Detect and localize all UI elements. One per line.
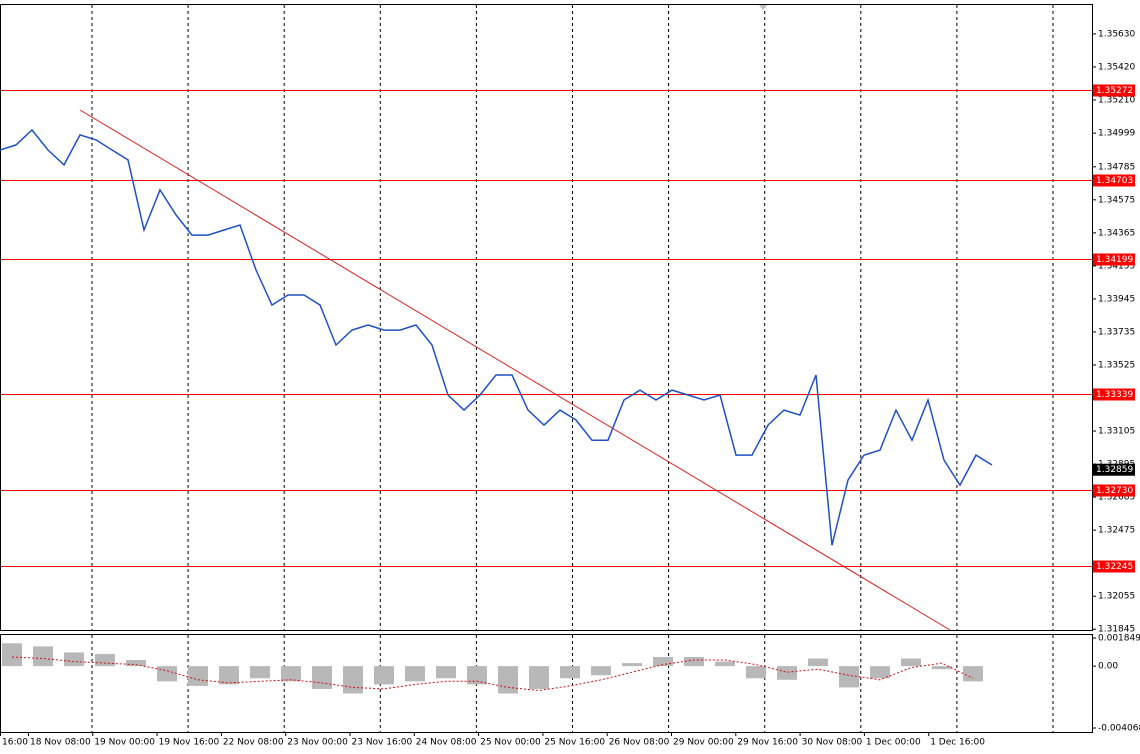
y-tick-label: 1.33735 (1098, 327, 1135, 337)
y-tick-label: 1.32055 (1098, 592, 1135, 602)
x-tick-label: 25 Nov 00:00 (480, 738, 541, 748)
price-pane (0, 4, 1093, 631)
osc-bar (901, 658, 921, 667)
osc-bar (808, 658, 828, 667)
level-label: 1.33339 (1096, 390, 1133, 400)
osc-bar (188, 666, 208, 686)
osc-bar (777, 666, 797, 680)
osc-bar (436, 666, 456, 679)
current-price-box (1093, 463, 1135, 476)
signal-line (11, 656, 974, 692)
level-label: 1.32730 (1096, 486, 1133, 496)
y-tick-label: 1.32685 (1098, 493, 1135, 503)
osc-bar (467, 666, 487, 685)
y-tick-label: 1.35630 (1098, 29, 1135, 39)
y-tick-label: 1.34155 (1098, 261, 1135, 271)
level-label: 1.34199 (1096, 255, 1133, 265)
osc-bar (405, 666, 425, 682)
x-tick-label: 19 Nov 00:00 (94, 738, 155, 748)
x-tick-label: 1 Dec 16:00 (930, 738, 985, 748)
y-tick-label: 1.34575 (1098, 195, 1135, 205)
level-label-box (1093, 253, 1135, 266)
x-tick-label: 1 Dec 00:00 (866, 738, 921, 748)
osc-bar (839, 666, 859, 688)
vertical-grid (91, 5, 1054, 732)
y-tick-label: 1.33105 (1098, 427, 1135, 437)
x-tick-label: 22 Nov 08:00 (223, 738, 284, 748)
x-tick-label: 29 Nov 16:00 (737, 738, 798, 748)
y-tick-label: 1.34999 (1098, 129, 1135, 139)
osc-bar (622, 663, 642, 667)
osc-bar (250, 666, 270, 679)
osc-bar (653, 656, 673, 667)
osc-bar (219, 666, 239, 685)
osc-bar (95, 653, 115, 667)
x-tick-label: 30 Nov 08:00 (802, 738, 863, 748)
x-tick-label: 25 Nov 16:00 (544, 738, 605, 748)
osc-bar (963, 666, 983, 682)
x-tick-label: 26 Nov 08:00 (609, 738, 670, 748)
x-tick-label: 23 Nov 16:00 (352, 738, 413, 748)
x-tick-label: 16:00 (2, 738, 28, 748)
osc-bar (374, 666, 394, 685)
x-tick-label: 24 Nov 08:00 (416, 738, 477, 748)
level-label-box (1093, 84, 1135, 97)
osc-bar (33, 646, 53, 667)
y-tick-label: 1.33525 (1098, 360, 1135, 370)
osc-bar (684, 656, 704, 667)
osc-bar (746, 666, 766, 679)
y-tick-label: 1.35210 (1098, 95, 1135, 105)
level-label-box (1093, 484, 1135, 497)
y-tick-label: -0.004068 (1098, 724, 1140, 734)
x-tick-label: 29 Nov 00:00 (673, 738, 734, 748)
trend-line (79, 109, 951, 631)
osc-bar (281, 666, 301, 682)
osc-bar (870, 666, 890, 679)
osc-bar (126, 660, 146, 667)
osc-bar (157, 666, 177, 682)
y-tick-label: 0.00 (1098, 662, 1118, 672)
x-tick-label: 23 Nov 00:00 (287, 738, 348, 748)
osc-bar (932, 666, 952, 670)
price-line (0, 128, 993, 546)
y-tick-label: 1.32475 (1098, 526, 1135, 536)
level-label-box (1093, 560, 1135, 573)
y-tick-label: 1.31845 (1098, 625, 1135, 635)
osc-bar (591, 666, 611, 676)
osc-bar (560, 666, 580, 679)
x-tick-label: 19 Nov 16:00 (159, 738, 220, 748)
y-tick-label: 1.33945 (1098, 294, 1135, 304)
y-tick-label: 1.34365 (1098, 228, 1135, 238)
level-label-box (1093, 174, 1135, 187)
osc-bar (715, 661, 735, 667)
current-price-label: 1.32859 (1096, 465, 1133, 475)
y-tick-label: 1.35420 (1098, 62, 1135, 72)
x-tick-label: 18 Nov 08:00 (30, 738, 91, 748)
y-tick-label: 1.34785 (1098, 162, 1135, 172)
osc-bar (498, 666, 518, 694)
level-label: 1.34703 (1096, 176, 1133, 186)
osc-bar (2, 643, 22, 667)
level-label: 1.35272 (1096, 86, 1133, 96)
osc-bar (312, 666, 332, 689)
y-tick-label: 0.001849 (1098, 634, 1140, 644)
level-label-box (1093, 388, 1135, 401)
osc-bar (343, 666, 363, 694)
shift-marker (759, 5, 767, 10)
osc-bar (64, 652, 84, 667)
osc-bar (529, 666, 549, 689)
level-label: 1.32245 (1096, 562, 1133, 572)
